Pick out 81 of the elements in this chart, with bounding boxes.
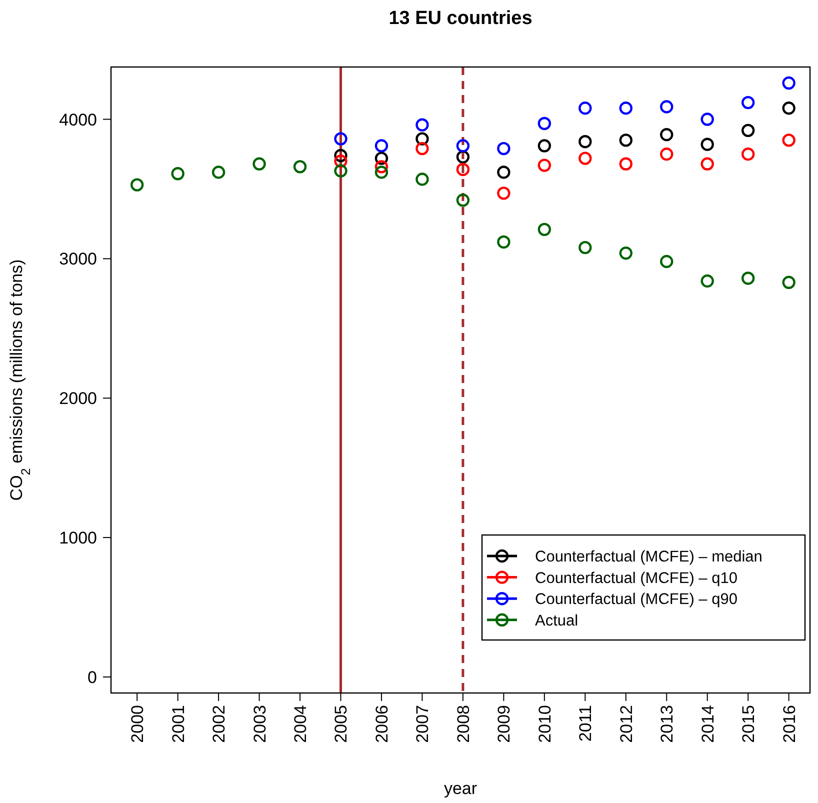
point bbox=[456, 139, 470, 152]
x-tick-label: 2004 bbox=[291, 705, 310, 743]
legend-label: Actual bbox=[535, 612, 578, 630]
point bbox=[660, 254, 674, 268]
point bbox=[538, 158, 552, 172]
x-tick-label: 2014 bbox=[698, 705, 718, 743]
point bbox=[334, 164, 348, 178]
chart-title: 13 EU countries bbox=[388, 8, 532, 29]
point bbox=[456, 194, 470, 207]
y-tick-label: 3000 bbox=[59, 250, 97, 269]
point bbox=[782, 102, 796, 115]
point bbox=[782, 134, 796, 147]
point bbox=[497, 142, 510, 156]
x-tick-label: 2011 bbox=[576, 705, 596, 742]
point bbox=[374, 139, 388, 152]
point bbox=[334, 154, 348, 168]
point bbox=[660, 128, 674, 142]
x-axis-title: year bbox=[444, 779, 478, 798]
point bbox=[782, 76, 796, 90]
x-tick-label: 2008 bbox=[454, 705, 473, 743]
point bbox=[130, 178, 144, 192]
point bbox=[293, 160, 307, 174]
point bbox=[741, 272, 755, 285]
point bbox=[619, 246, 632, 260]
legend-label: Counterfactual (MCFE) – q90 bbox=[535, 591, 738, 608]
x-tick-label: 2015 bbox=[739, 705, 758, 743]
x-tick-label: 2013 bbox=[658, 705, 677, 743]
point bbox=[497, 186, 510, 200]
point bbox=[497, 235, 510, 249]
point bbox=[741, 148, 755, 161]
y-tick-label: 1000 bbox=[59, 528, 97, 548]
y-tick-label: 2000 bbox=[59, 389, 97, 408]
point bbox=[416, 132, 429, 146]
point bbox=[700, 274, 714, 288]
x-tick-label: 2005 bbox=[332, 705, 351, 743]
point bbox=[334, 132, 348, 146]
point bbox=[374, 160, 388, 174]
point bbox=[538, 222, 552, 236]
point bbox=[741, 124, 755, 138]
point bbox=[660, 148, 674, 161]
x-tick-label: 2009 bbox=[494, 705, 514, 743]
point bbox=[374, 166, 388, 179]
point bbox=[578, 152, 592, 165]
point bbox=[741, 96, 755, 110]
y-tick-label: 0 bbox=[88, 668, 97, 687]
y-tick-label: 4000 bbox=[59, 110, 97, 130]
point bbox=[416, 142, 429, 156]
x-tick-label: 2001 bbox=[168, 705, 188, 743]
x-tick-label: 2006 bbox=[372, 705, 392, 743]
x-tick-label: 2010 bbox=[535, 705, 554, 743]
x-tick-label: 2016 bbox=[780, 705, 799, 743]
point bbox=[700, 138, 714, 151]
point bbox=[660, 100, 674, 114]
point bbox=[538, 116, 552, 130]
point bbox=[456, 150, 470, 164]
point bbox=[497, 166, 510, 179]
point bbox=[456, 162, 470, 176]
point bbox=[416, 118, 429, 132]
point bbox=[171, 167, 184, 180]
point bbox=[416, 172, 429, 186]
point bbox=[578, 134, 592, 148]
point bbox=[334, 148, 348, 162]
point bbox=[782, 276, 796, 290]
point bbox=[700, 157, 714, 170]
x-tick-label: 2003 bbox=[250, 705, 270, 743]
point bbox=[700, 112, 714, 126]
point bbox=[252, 157, 266, 170]
legend-label: Counterfactual (MCFE) – q10 bbox=[535, 570, 738, 587]
point bbox=[212, 166, 226, 179]
x-tick-label: 2007 bbox=[413, 705, 432, 743]
point bbox=[619, 102, 632, 115]
point bbox=[578, 240, 592, 254]
point bbox=[538, 139, 552, 152]
x-tick-label: 2002 bbox=[210, 705, 229, 743]
point bbox=[578, 102, 592, 115]
point bbox=[374, 152, 388, 165]
x-tick-label: 2000 bbox=[128, 705, 148, 743]
point bbox=[619, 134, 632, 147]
x-tick-label: 2012 bbox=[616, 705, 636, 743]
legend-label: Counterfactual (MCFE) – median bbox=[535, 548, 762, 566]
point bbox=[619, 157, 632, 170]
